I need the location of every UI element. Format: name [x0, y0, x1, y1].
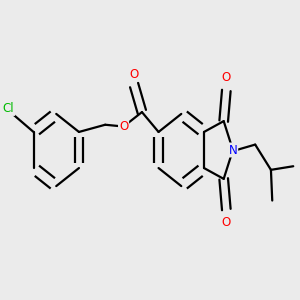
- Text: O: O: [119, 120, 128, 133]
- Text: N: N: [229, 143, 237, 157]
- Text: O: O: [222, 71, 231, 84]
- Text: O: O: [130, 68, 139, 81]
- Text: O: O: [222, 216, 231, 229]
- Text: Cl: Cl: [3, 102, 14, 115]
